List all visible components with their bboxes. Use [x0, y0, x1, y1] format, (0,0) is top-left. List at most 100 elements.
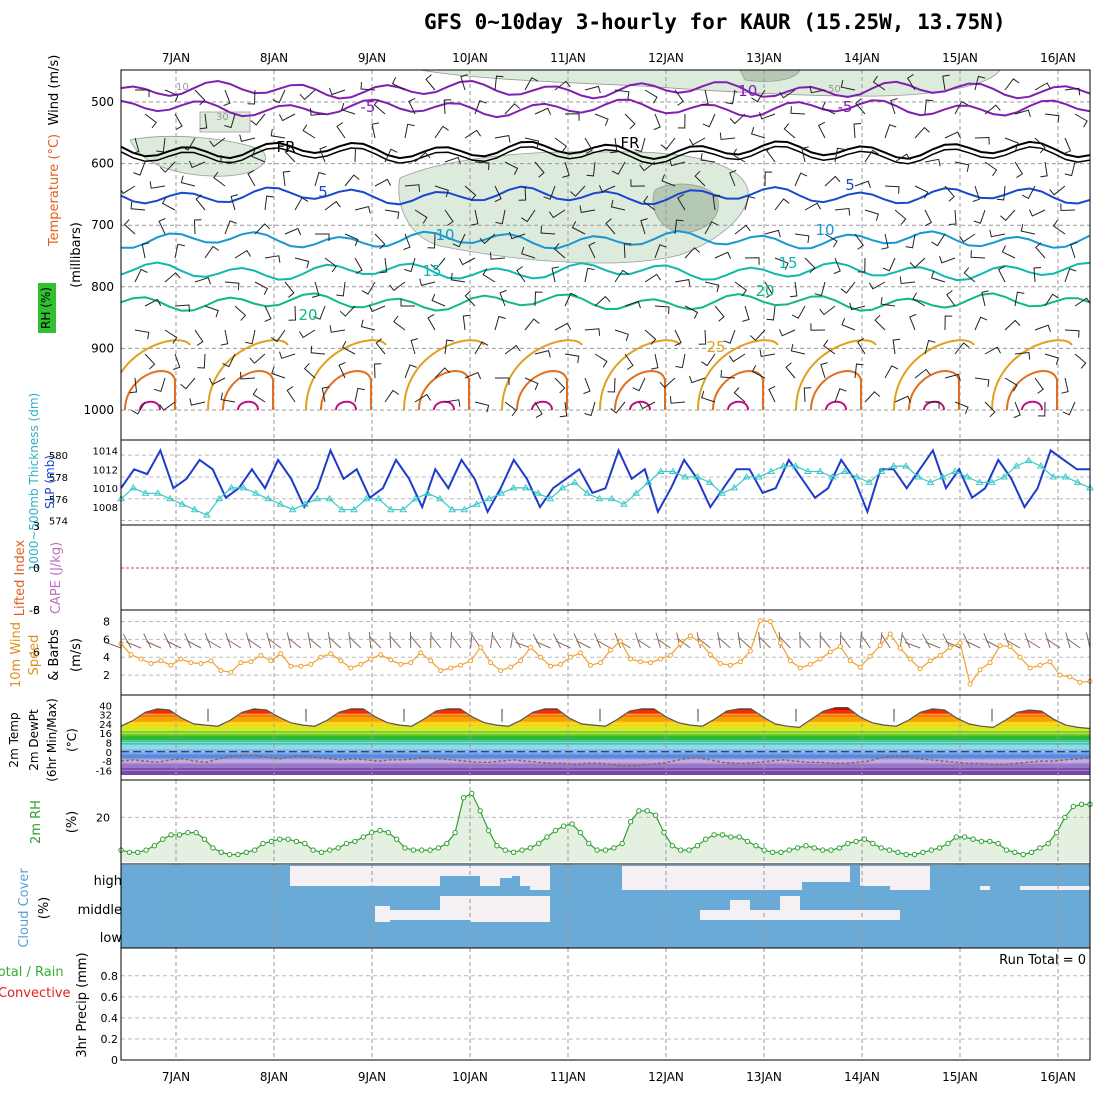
- wind-barb: [669, 158, 686, 167]
- surface-wind-barb: [267, 638, 282, 649]
- wind-barb: [1014, 351, 1031, 360]
- rh2m-point: [368, 829, 375, 836]
- day-label-top: 9JAN: [358, 51, 386, 65]
- run-total-annotation: Run Total = 0: [999, 953, 1086, 968]
- rh2m-point: [185, 829, 191, 836]
- rh2m-point: [176, 832, 183, 838]
- wind-barb: [614, 329, 629, 342]
- thickness-point: [239, 483, 248, 491]
- wind10m-point: [867, 653, 873, 659]
- wind-barb: [223, 89, 231, 107]
- wind-barb: [309, 108, 326, 116]
- wind-barb: [914, 126, 930, 139]
- wind10m-point: [368, 656, 374, 662]
- wind10m-point: [1047, 659, 1053, 665]
- wind-barb: [954, 342, 970, 355]
- wind-barb: [516, 266, 526, 283]
- surface-wind-barb: [717, 632, 721, 649]
- wind-barb: [654, 244, 667, 259]
- thickness-point: [521, 483, 530, 491]
- wind-barb: [1034, 82, 1052, 91]
- wind-barb: [1074, 297, 1090, 307]
- rh2m-point: [661, 829, 667, 836]
- temp-ylabel-3: (6hr Min/Max): [45, 698, 59, 782]
- wind-barb: [841, 318, 856, 331]
- rh2m-point: [794, 845, 801, 851]
- wind-barb: [970, 250, 986, 259]
- rh2m-point: [1020, 851, 1026, 858]
- wind-barb: [240, 371, 256, 380]
- wind-barb: [123, 219, 136, 235]
- wind-barb: [384, 389, 400, 403]
- wind-barb: [764, 229, 781, 238]
- cloud-level-label: low: [100, 931, 123, 946]
- wind-barb: [410, 338, 419, 355]
- wind-barb: [623, 243, 632, 259]
- wind-barb: [158, 217, 166, 235]
- rh2m-point: [201, 836, 208, 842]
- wind-barb: [173, 353, 181, 370]
- wind-barb: [774, 257, 789, 270]
- wind10m-point: [288, 663, 294, 669]
- surface-wind-barb: [122, 633, 132, 649]
- temp-contour-30: [320, 370, 372, 411]
- wind-barb: [914, 185, 929, 199]
- wind-barb: [494, 315, 506, 331]
- rh2m-point: [360, 834, 366, 840]
- wind-barb: [954, 161, 970, 172]
- surface-wind-barb: [901, 634, 911, 649]
- temp-band: [121, 763, 1090, 769]
- wind-barb: [880, 297, 896, 307]
- wind10m-point: [198, 661, 204, 666]
- wind-barb: [864, 391, 881, 403]
- wind-barb: [189, 398, 206, 406]
- wind-barb: [946, 290, 956, 307]
- temp-contour-label: -5: [361, 98, 376, 116]
- rh2m-point: [218, 849, 224, 855]
- wind10m-point: [578, 650, 583, 656]
- wind-barb: [583, 377, 591, 395]
- temp-contour-label: 5: [318, 183, 328, 201]
- wind10m-point: [608, 647, 613, 653]
- wind-barb: [1014, 161, 1024, 179]
- wind10m-point: [218, 668, 224, 674]
- panel-frame: [120, 947, 1091, 1061]
- wind-barb: [1063, 137, 1072, 155]
- wind-barb: [854, 233, 864, 250]
- thickness-point: [595, 494, 604, 502]
- wind-barb: [854, 180, 871, 188]
- wind-barb: [855, 98, 866, 115]
- wind-barb: [588, 241, 596, 259]
- surface-wind-barb: [758, 632, 761, 649]
- rh2m-point: [151, 843, 158, 849]
- wind-barb: [729, 169, 737, 187]
- wind-barb: [974, 316, 988, 331]
- wind10m-point: [927, 658, 933, 664]
- wind-barb: [634, 137, 646, 153]
- day-label-top: 13JAN: [746, 51, 782, 65]
- thickness-point: [693, 473, 702, 480]
- wind-barb: [194, 329, 204, 346]
- precip-tick: 0.8: [101, 970, 119, 983]
- wind10m-point: [268, 658, 274, 664]
- rh2m-point: [853, 838, 859, 845]
- temp-contour-fr-2: [121, 145, 1090, 165]
- wind-barb: [204, 305, 219, 318]
- surface-wind-barb: [717, 637, 731, 649]
- wind10m-point: [807, 661, 813, 667]
- temp-contour-label: 15: [422, 262, 441, 280]
- rh2m-point: [444, 840, 450, 847]
- thickness-point: [583, 489, 591, 496]
- temp-band: [121, 754, 1090, 759]
- thickness-point: [718, 489, 726, 496]
- wind-barb: [554, 322, 572, 331]
- wind-barb: [794, 233, 810, 243]
- precip-legend-convective: Convective: [0, 986, 71, 1001]
- thickness-point: [411, 494, 420, 502]
- surface-wind-barb: [1005, 639, 1021, 649]
- wind-barb: [661, 174, 676, 187]
- thickness-point: [607, 494, 616, 502]
- temp-contour-5: [121, 185, 1090, 206]
- wind-barb: [821, 101, 836, 115]
- wind-barb: [329, 87, 346, 96]
